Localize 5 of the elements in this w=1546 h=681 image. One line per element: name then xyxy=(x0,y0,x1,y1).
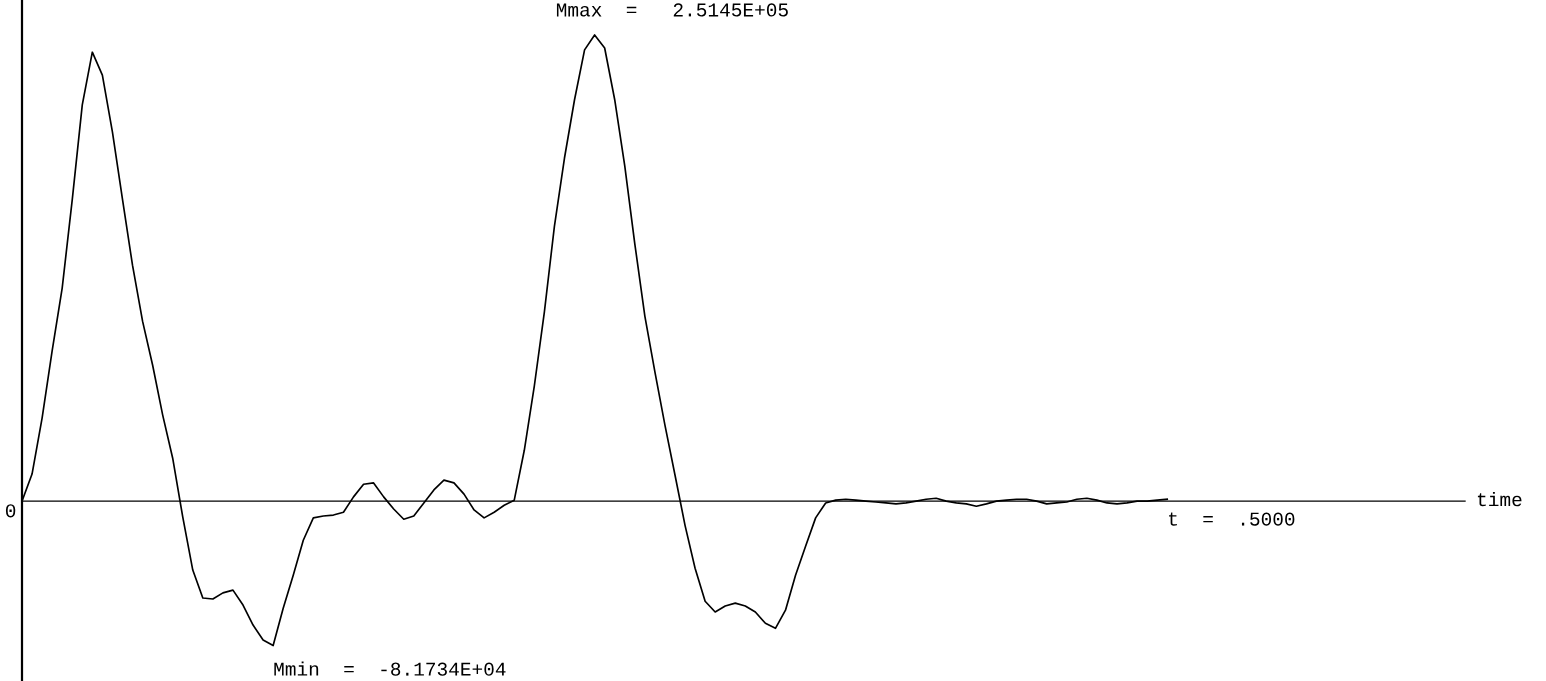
annotation: t = .5000 xyxy=(1169,512,1295,526)
text: Mmax = 2.5145E+05 xyxy=(556,3,788,17)
text: time xyxy=(1477,492,1522,507)
text: 0 xyxy=(5,504,16,518)
text: Mmin = -8.1734E+04 xyxy=(274,661,506,676)
